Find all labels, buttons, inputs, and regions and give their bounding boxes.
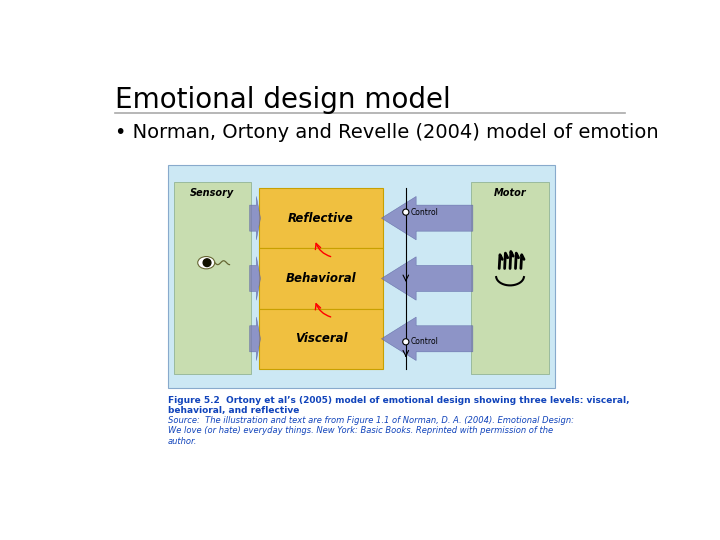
Text: • Norman, Ortony and Revelle (2004) model of emotion: • Norman, Ortony and Revelle (2004) mode… <box>114 123 658 141</box>
Polygon shape <box>382 256 473 300</box>
Text: Emotional design model: Emotional design model <box>114 86 451 114</box>
Bar <box>259 248 383 309</box>
Text: Control: Control <box>410 207 438 217</box>
Circle shape <box>203 259 211 267</box>
Text: Figure 5.2  Ortony et al’s (2005) model of emotional design showing three levels: Figure 5.2 Ortony et al’s (2005) model o… <box>168 396 629 415</box>
Bar <box>174 182 251 374</box>
Bar <box>259 188 383 248</box>
Bar <box>259 309 383 369</box>
Bar <box>472 182 549 374</box>
Text: Source:  The illustration and text are from Figure 1.1 of Norman, D. A. (2004). : Source: The illustration and text are fr… <box>168 416 574 446</box>
Text: Behavioral: Behavioral <box>286 272 356 285</box>
Polygon shape <box>250 256 261 300</box>
Text: Sensory: Sensory <box>190 188 235 198</box>
Circle shape <box>402 339 409 345</box>
Ellipse shape <box>198 256 215 269</box>
Polygon shape <box>382 197 473 240</box>
Text: Control: Control <box>410 338 438 346</box>
Circle shape <box>402 209 409 215</box>
Polygon shape <box>250 317 261 361</box>
Text: Reflective: Reflective <box>288 212 354 225</box>
Bar <box>168 165 555 388</box>
Polygon shape <box>382 317 473 361</box>
Text: Visceral: Visceral <box>294 332 347 345</box>
Polygon shape <box>250 197 261 240</box>
Text: Motor: Motor <box>494 188 526 198</box>
